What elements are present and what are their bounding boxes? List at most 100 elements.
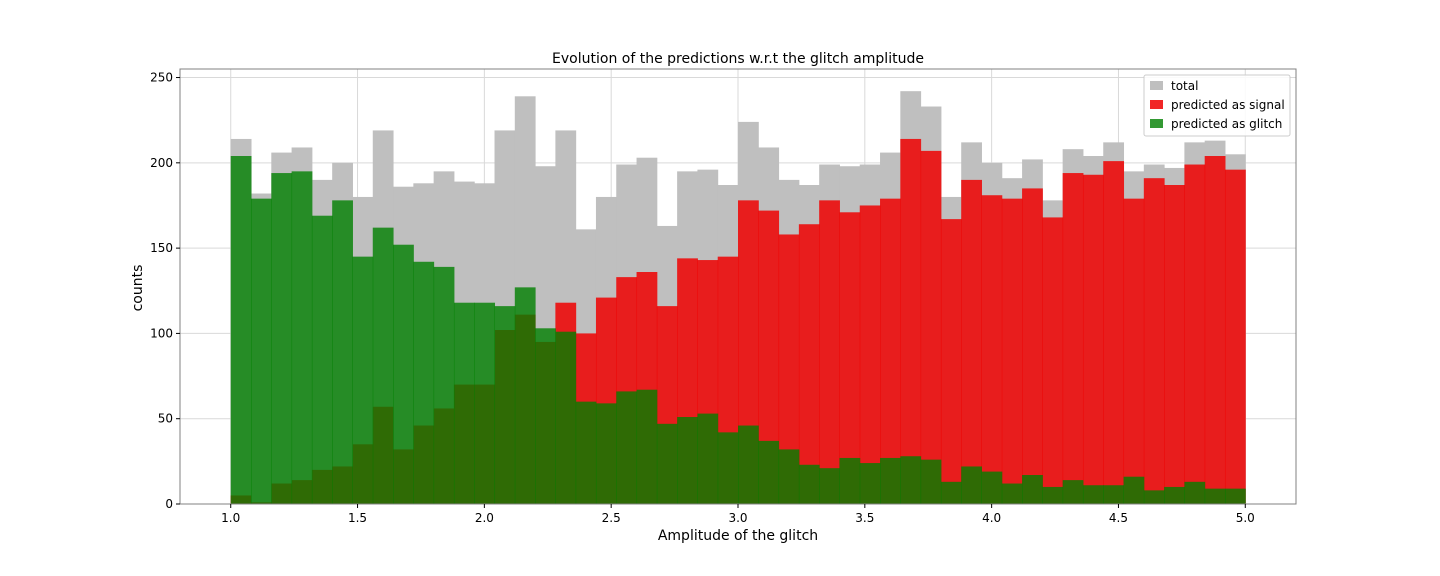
bar-glitch <box>819 468 840 504</box>
bar-glitch <box>1022 475 1043 504</box>
bar-glitch <box>798 464 820 504</box>
bars <box>230 91 1246 505</box>
bar-glitch <box>859 463 881 504</box>
bar-glitch <box>1184 481 1206 504</box>
bar-signal <box>920 150 942 504</box>
bar-signal <box>961 179 982 504</box>
bar-glitch <box>433 266 455 504</box>
bar-glitch <box>230 156 252 504</box>
bar-signal <box>1042 217 1064 505</box>
bar-signal <box>981 195 1003 504</box>
legend-label-glitch: predicted as glitch <box>1171 117 1282 131</box>
chart-title: Evolution of the predictions w.r.t the g… <box>552 51 924 67</box>
bar-signal <box>1103 161 1125 504</box>
bar-glitch <box>880 457 901 504</box>
bar-signal <box>778 234 800 504</box>
bar-signal <box>1123 198 1145 504</box>
bar-signal <box>859 205 881 504</box>
x-tick-label: 5.0 <box>1236 511 1255 525</box>
bar-glitch <box>940 481 962 504</box>
bar-glitch <box>575 401 597 504</box>
bar-glitch <box>352 256 374 504</box>
y-tick-label: 200 <box>150 156 173 170</box>
bar-glitch <box>535 328 556 504</box>
bar-glitch <box>758 440 780 504</box>
bar-signal <box>798 224 820 504</box>
bar-glitch <box>697 413 719 504</box>
bar-glitch <box>656 423 678 504</box>
bar-glitch <box>311 215 333 505</box>
bar-signal <box>1001 198 1023 504</box>
legend-swatch-signal <box>1150 100 1163 109</box>
bar-signal <box>1204 156 1226 504</box>
bar-glitch <box>393 244 414 505</box>
bar-glitch <box>1103 485 1125 504</box>
bar-signal <box>1164 185 1185 504</box>
bar-glitch <box>1082 485 1104 504</box>
bar-glitch <box>920 459 942 504</box>
bar-glitch <box>595 403 617 504</box>
bar-glitch <box>1062 480 1084 504</box>
legend-swatch-total <box>1150 81 1163 90</box>
bar-glitch <box>1042 486 1064 504</box>
legend-label-signal: predicted as signal <box>1171 98 1285 112</box>
legend: total predicted as signal predicted as g… <box>1143 74 1291 137</box>
y-axis-title: counts <box>130 265 146 312</box>
bar-signal <box>1062 173 1084 504</box>
bar-glitch <box>1224 488 1246 504</box>
x-tick-label: 1.0 <box>221 511 240 525</box>
legend-box <box>1143 74 1291 137</box>
bar-signal <box>1143 178 1165 505</box>
x-axis-ticks: 1.0 1.5 2.0 2.5 3.0 3.5 4.0 4.5 5.0 <box>221 504 1255 525</box>
y-tick-label: 50 <box>158 412 173 426</box>
bar-glitch <box>1001 483 1023 504</box>
x-axis-title: Amplitude of the glitch <box>658 528 818 544</box>
legend-label-total: total <box>1171 79 1198 93</box>
bar-signal <box>880 198 901 504</box>
bar-glitch <box>453 302 475 504</box>
bar-signal <box>819 200 840 504</box>
bar-glitch <box>494 306 516 504</box>
bar-glitch <box>251 198 272 504</box>
bar-signal <box>1184 164 1206 504</box>
bar-glitch <box>1123 476 1145 504</box>
bar-glitch <box>555 331 577 504</box>
y-tick-label: 250 <box>150 71 173 85</box>
bar-signal <box>900 138 922 505</box>
x-tick-label: 2.5 <box>602 511 621 525</box>
bar-glitch <box>291 171 313 504</box>
x-tick-label: 2.0 <box>475 511 494 525</box>
x-tick-label: 1.5 <box>348 511 367 525</box>
y-tick-label: 0 <box>165 497 173 511</box>
bar-glitch <box>839 457 861 504</box>
x-tick-label: 3.5 <box>855 511 874 525</box>
y-axis-ticks: 0 50 100 150 200 250 <box>150 71 180 511</box>
bar-glitch <box>413 261 435 504</box>
bar-glitch <box>677 417 698 504</box>
bar-signal <box>839 212 861 504</box>
bar-glitch <box>981 471 1003 504</box>
bar-glitch <box>616 391 638 504</box>
bar-glitch <box>1164 486 1185 504</box>
bar-glitch <box>514 287 536 504</box>
x-tick-label: 4.0 <box>982 511 1001 525</box>
bar-signal <box>940 219 962 504</box>
x-tick-label: 4.5 <box>1109 511 1128 525</box>
bar-glitch <box>474 302 496 504</box>
x-tick-label: 3.0 <box>728 511 747 525</box>
bar-glitch <box>1204 488 1226 504</box>
bar-glitch <box>636 389 658 504</box>
bar-glitch <box>1143 490 1165 504</box>
bar-signal <box>1022 188 1043 505</box>
y-tick-label: 100 <box>150 326 173 340</box>
bar-glitch <box>332 200 353 504</box>
series-glitch <box>230 156 1246 505</box>
y-tick-label: 150 <box>150 241 173 255</box>
bar-glitch <box>717 432 739 504</box>
legend-swatch-glitch <box>1150 119 1163 128</box>
bar-signal <box>758 210 780 504</box>
bar-signal <box>1082 174 1104 504</box>
bar-glitch <box>961 466 982 504</box>
bar-glitch <box>738 425 759 504</box>
